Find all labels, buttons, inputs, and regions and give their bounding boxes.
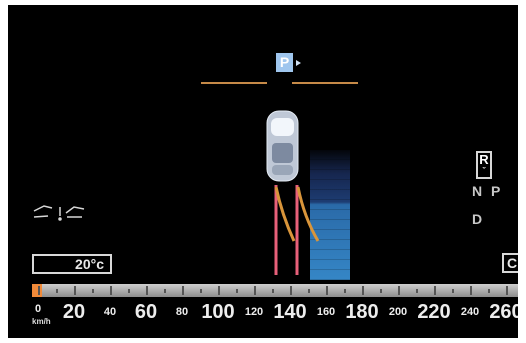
fuel-indicator: C bbox=[502, 253, 518, 273]
speed-scale-tick bbox=[488, 289, 490, 293]
instrument-cluster-display: P R ˇ N P D 20°c C 0 20 4 bbox=[8, 5, 518, 338]
speed-label: 20 bbox=[62, 301, 86, 323]
speed-scale-tick bbox=[344, 289, 346, 293]
gear-neutral: N bbox=[472, 183, 483, 199]
speed-label: 140 bbox=[273, 301, 307, 323]
speed-scale-tick bbox=[56, 289, 58, 293]
speed-scale-bar bbox=[32, 284, 518, 297]
park-indicator-arrow-icon bbox=[296, 60, 301, 66]
gear-drive: D bbox=[472, 211, 483, 227]
speed-label: 120 bbox=[244, 306, 264, 318]
speed-label: 160 bbox=[316, 306, 336, 318]
speed-scale-tick bbox=[326, 286, 328, 295]
speed-scale-tick bbox=[74, 286, 76, 295]
speed-scale-tick bbox=[290, 286, 292, 295]
guide-line-right bbox=[292, 82, 358, 84]
speed-label: 0 bbox=[34, 303, 42, 315]
speed-label: 200 bbox=[388, 306, 408, 318]
outside-temperature: 20°c bbox=[32, 254, 112, 274]
speed-label: 40 bbox=[103, 306, 117, 318]
speed-scale-tick bbox=[452, 289, 454, 293]
speed-scale-tick bbox=[416, 289, 418, 293]
speed-scale-tick bbox=[308, 289, 310, 293]
park-indicator-badge: P bbox=[276, 53, 293, 72]
speed-scale-fill bbox=[32, 284, 42, 297]
speed-scale-tick bbox=[506, 286, 508, 295]
speed-label: 100 bbox=[201, 301, 235, 323]
gear-reverse-active: R ˇ bbox=[476, 151, 492, 179]
speed-scale-tick bbox=[236, 289, 238, 293]
gear-reverse-label: R bbox=[479, 152, 489, 167]
speed-scale-tick bbox=[254, 286, 256, 295]
speed-scale-tick bbox=[146, 286, 148, 295]
speed-label: 220 bbox=[417, 301, 451, 323]
curve-guide-right bbox=[296, 186, 320, 242]
speed-scale-tick bbox=[110, 286, 112, 295]
speed-scale-tick bbox=[38, 286, 40, 295]
guide-line-left bbox=[201, 82, 267, 84]
speed-scale-tick bbox=[434, 286, 436, 295]
speed-scale-tick bbox=[218, 286, 220, 295]
speed-label: 80 bbox=[175, 306, 189, 318]
speed-scale-tick bbox=[470, 286, 472, 295]
curve-guide-left bbox=[274, 186, 296, 242]
speed-scale-tick bbox=[200, 289, 202, 293]
speed-label: 60 bbox=[134, 301, 158, 323]
car-top-view-icon bbox=[266, 110, 299, 182]
speed-scale-tick bbox=[398, 286, 400, 295]
speed-scale-tick bbox=[272, 289, 274, 293]
speed-scale-tick bbox=[164, 289, 166, 293]
speed-unit: km/h bbox=[32, 317, 51, 326]
distance-sensor-column bbox=[310, 150, 350, 280]
gear-active-marker: ˇ bbox=[482, 166, 486, 176]
speed-label: 260 bbox=[489, 301, 518, 323]
speed-scale-tick bbox=[362, 286, 364, 295]
speed-scale-tick bbox=[182, 286, 184, 295]
speed-label: 240 bbox=[460, 306, 480, 318]
speed-label: 180 bbox=[345, 301, 379, 323]
lane-warning-icon bbox=[33, 205, 85, 221]
speed-scale-tick bbox=[92, 289, 94, 293]
parking-trajectory-graphic bbox=[33, 110, 320, 275]
speed-scale-tick bbox=[380, 289, 382, 293]
speed-scale-tick bbox=[128, 289, 130, 293]
gear-park: P bbox=[491, 183, 501, 199]
